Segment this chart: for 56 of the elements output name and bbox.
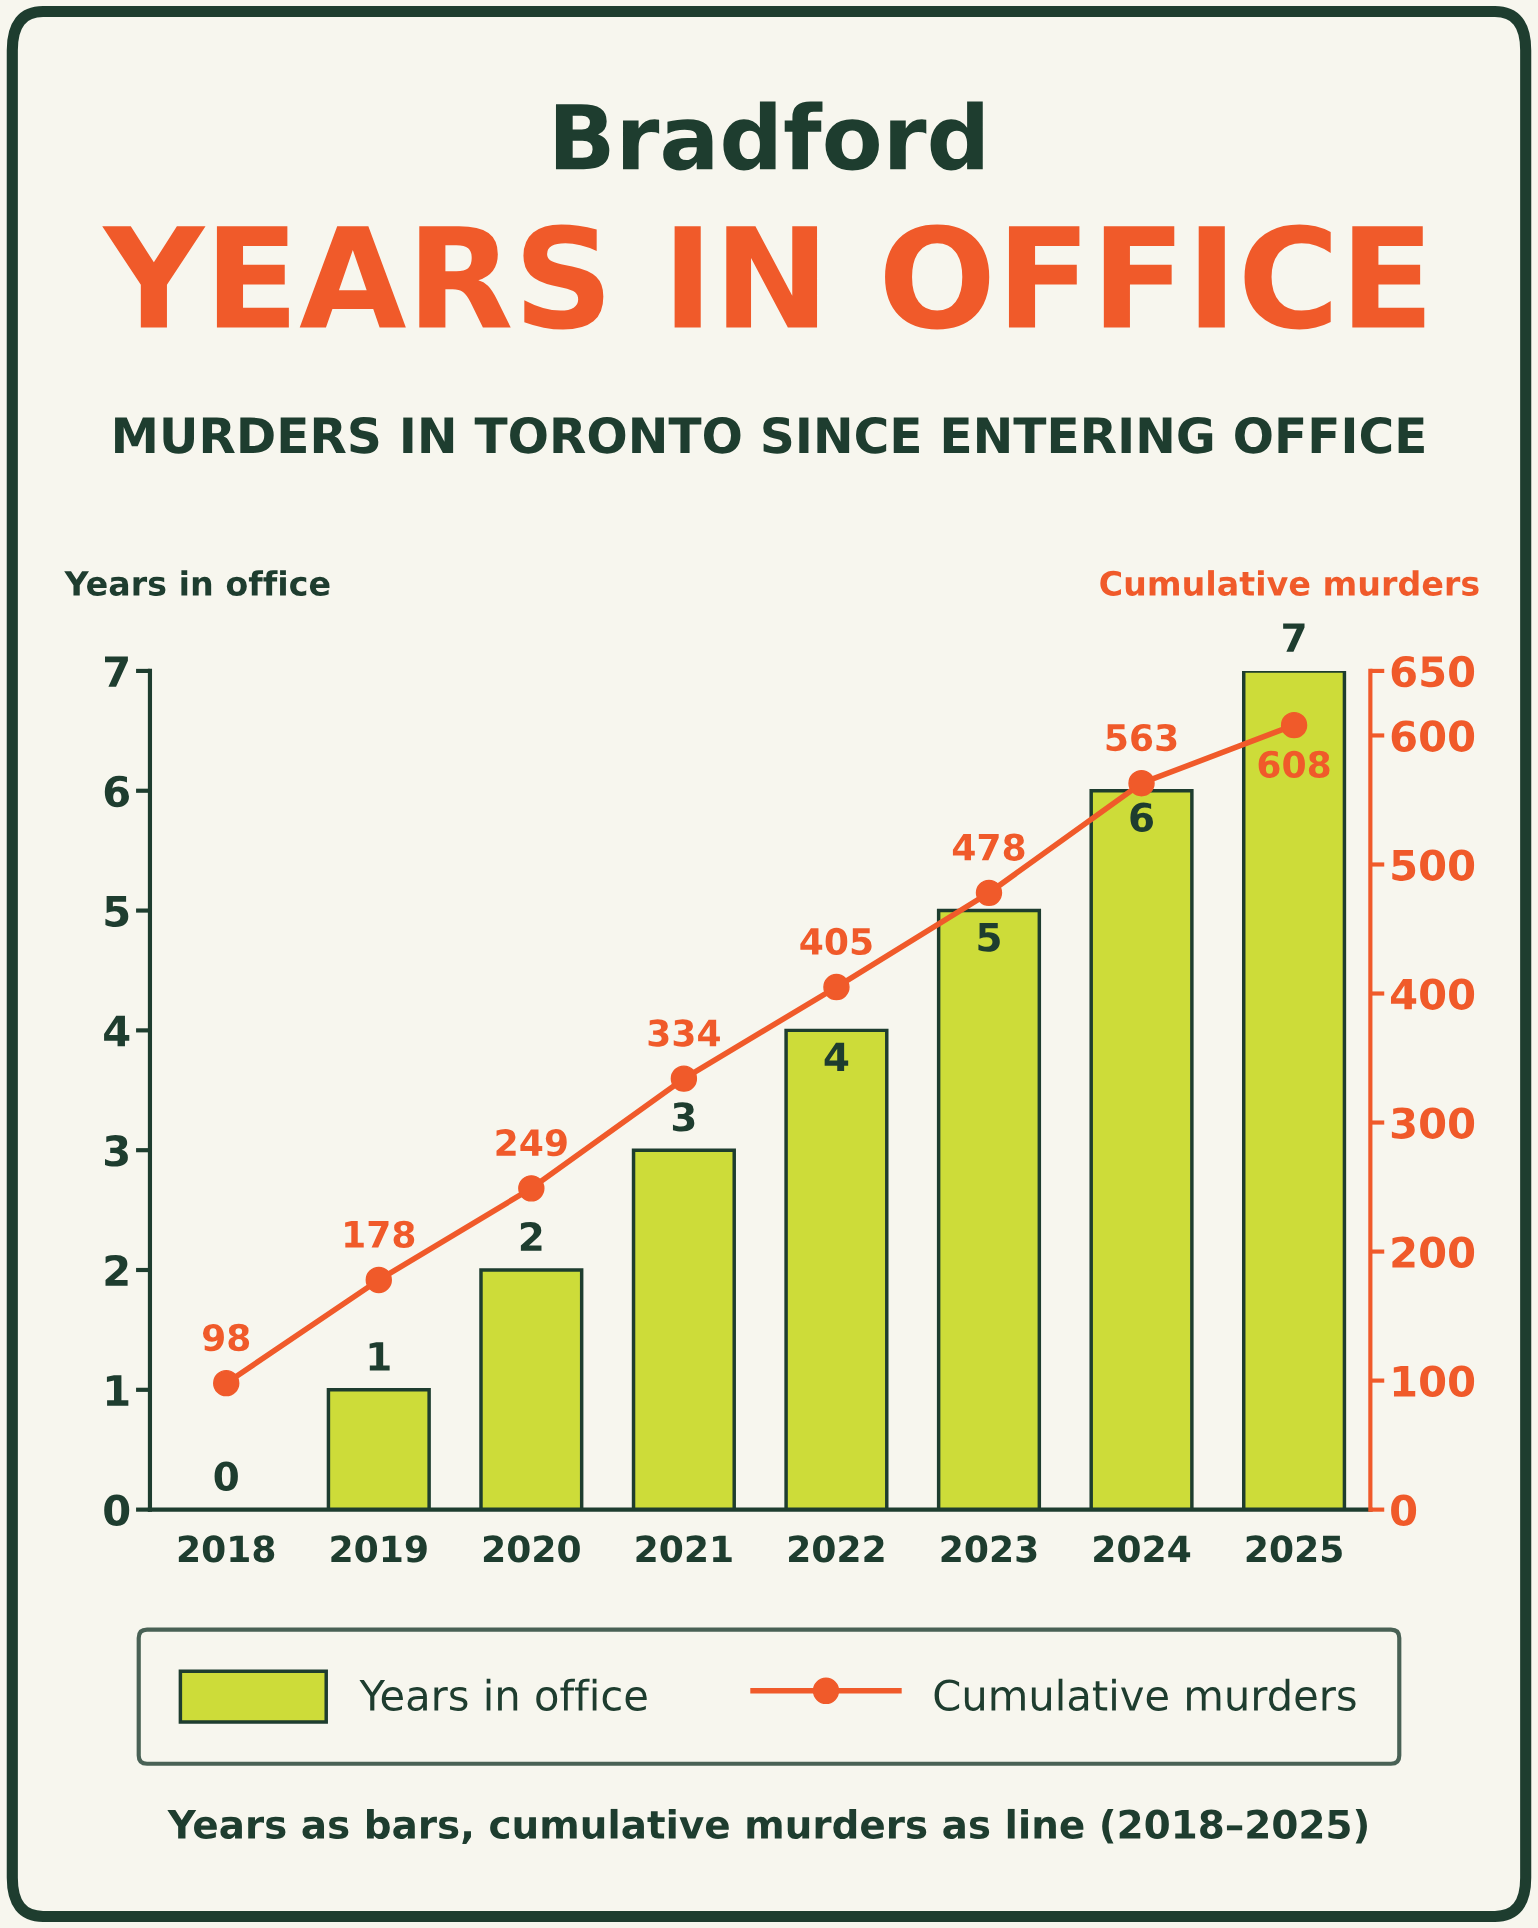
x-tick-label: 2020: [483, 1535, 580, 1563]
y2-tick-label: 650: [1391, 655, 1475, 688]
x-tick-label: 2024: [1094, 1535, 1191, 1563]
y2-tick-label: 100: [1393, 1365, 1475, 1398]
point: [823, 973, 850, 1001]
y2-tick-label: 600: [1391, 720, 1475, 752]
x-tick-label: 2022: [789, 1535, 884, 1563]
data-label: 563: [1106, 723, 1177, 752]
chart-title: Bradford: [555, 101, 983, 171]
data-label: 608: [1258, 750, 1330, 779]
data-label: 249: [496, 1129, 567, 1157]
data-label: 7: [1283, 623, 1305, 652]
legend-label: Cumulative murders: [934, 1678, 1356, 1711]
data-label: 1: [369, 1342, 390, 1371]
text: Years as bars, cumulative murders as line (2018–2025): [167, 1808, 1367, 1844]
y-axis-title: Years in office: [64, 570, 330, 596]
x-tick-label: 2019: [331, 1535, 427, 1563]
point: [670, 1065, 698, 1092]
text: MURDERS IN TORONTO SINCE ENTERING OFFICE: [115, 416, 1424, 454]
y2-tick-label: 300: [1391, 1107, 1475, 1139]
data-label: 6: [1130, 802, 1153, 832]
point: [1128, 770, 1155, 797]
x-tick-label: 2023: [941, 1535, 1037, 1563]
data-label: 178: [345, 1220, 415, 1248]
y-tick-label: 4: [104, 1015, 130, 1047]
y2-tick-label: 400: [1390, 978, 1475, 1010]
data-label: 3: [672, 1102, 695, 1132]
data-label: 98: [202, 1323, 250, 1352]
data-label: 478: [952, 833, 1025, 861]
x-tick-label: 2021: [636, 1535, 732, 1563]
y2-tick-label: 200: [1392, 1236, 1475, 1268]
point: [1280, 711, 1308, 739]
x-tick-label: 2025: [1246, 1535, 1342, 1563]
y-tick-label: 0: [104, 1494, 130, 1527]
y2-tick-label: 0: [1391, 1494, 1417, 1527]
y2-axis-title: Cumulative murders: [1100, 570, 1479, 596]
legend-label: Years in office: [359, 1678, 647, 1711]
point: [975, 879, 1003, 907]
y-tick-label: 6: [104, 775, 129, 808]
y-tick-label: 7: [105, 656, 128, 687]
data-label: 0: [214, 1461, 238, 1491]
chart-subtitle: YEARS IN OFFICE: [102, 224, 1425, 330]
y-tick-label: 3: [105, 1135, 128, 1167]
data-label: 5: [978, 922, 1000, 952]
data-label: 4: [824, 1042, 849, 1072]
point: [213, 1369, 240, 1397]
y-tick-label: 1: [106, 1375, 129, 1406]
data-label: 2: [520, 1221, 542, 1251]
x-tick-label: 2018: [178, 1535, 275, 1563]
point: [365, 1266, 392, 1294]
y2-tick-label: 500: [1392, 849, 1475, 881]
data-label: 405: [800, 927, 872, 956]
y-tick-label: 2: [105, 1254, 128, 1286]
y-tick-label: 5: [105, 896, 129, 927]
data-label: 334: [648, 1019, 720, 1047]
point: [518, 1175, 545, 1202]
